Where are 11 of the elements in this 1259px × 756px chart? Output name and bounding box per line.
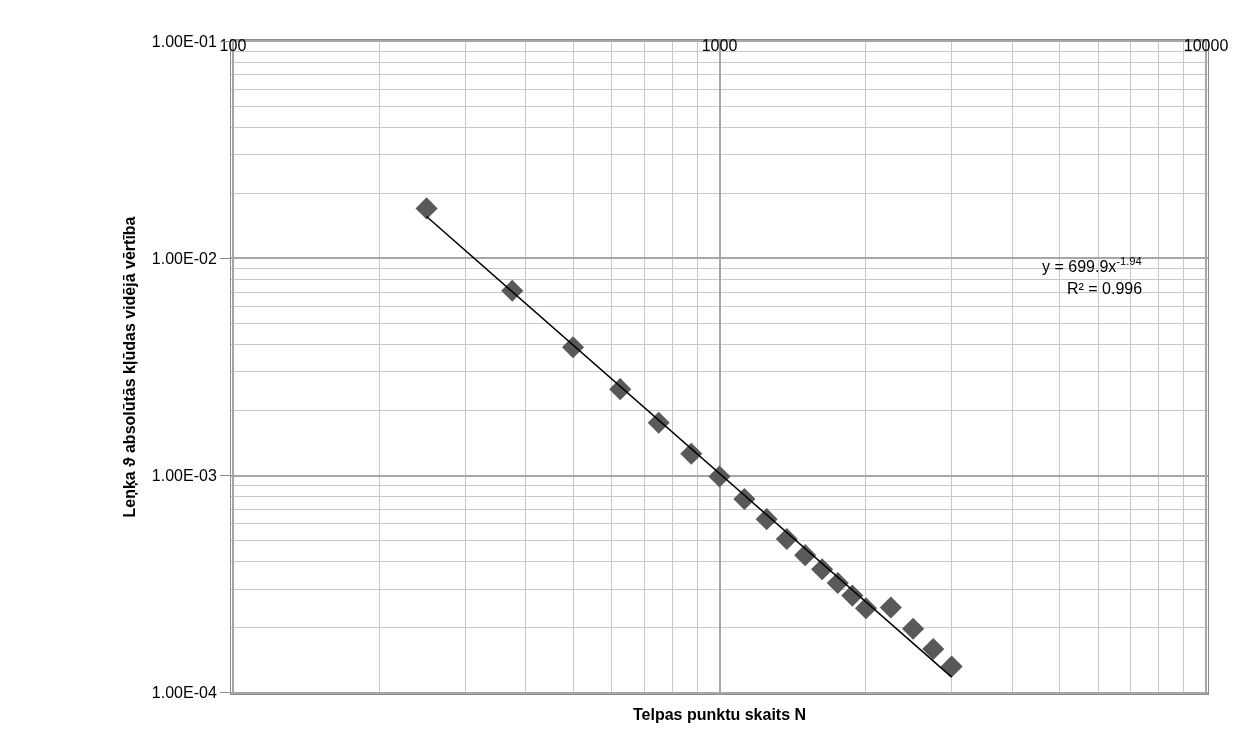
y-tick-label: 1.00E-01 — [151, 32, 217, 50]
x-axis-title: Telpas punktu skaits N — [633, 706, 807, 723]
y-tick-label: 1.00E-04 — [151, 684, 217, 702]
y-axis-title: Leņķa ϑ absolūtās kļūdas vidējā vērtība — [120, 216, 138, 518]
annotation: y = 699.9x$^{-1.94}$ — [1042, 255, 1142, 275]
x-tick-label: 10000 — [1183, 37, 1229, 54]
annotation: R² = 0.996 — [1067, 280, 1143, 297]
x-tick-label: 100 — [219, 37, 247, 54]
y-tick-label: 1.00E-02 — [151, 250, 217, 268]
y-tick-label: 1.00E-03 — [151, 467, 217, 485]
x-tick-label: 1000 — [701, 37, 738, 54]
